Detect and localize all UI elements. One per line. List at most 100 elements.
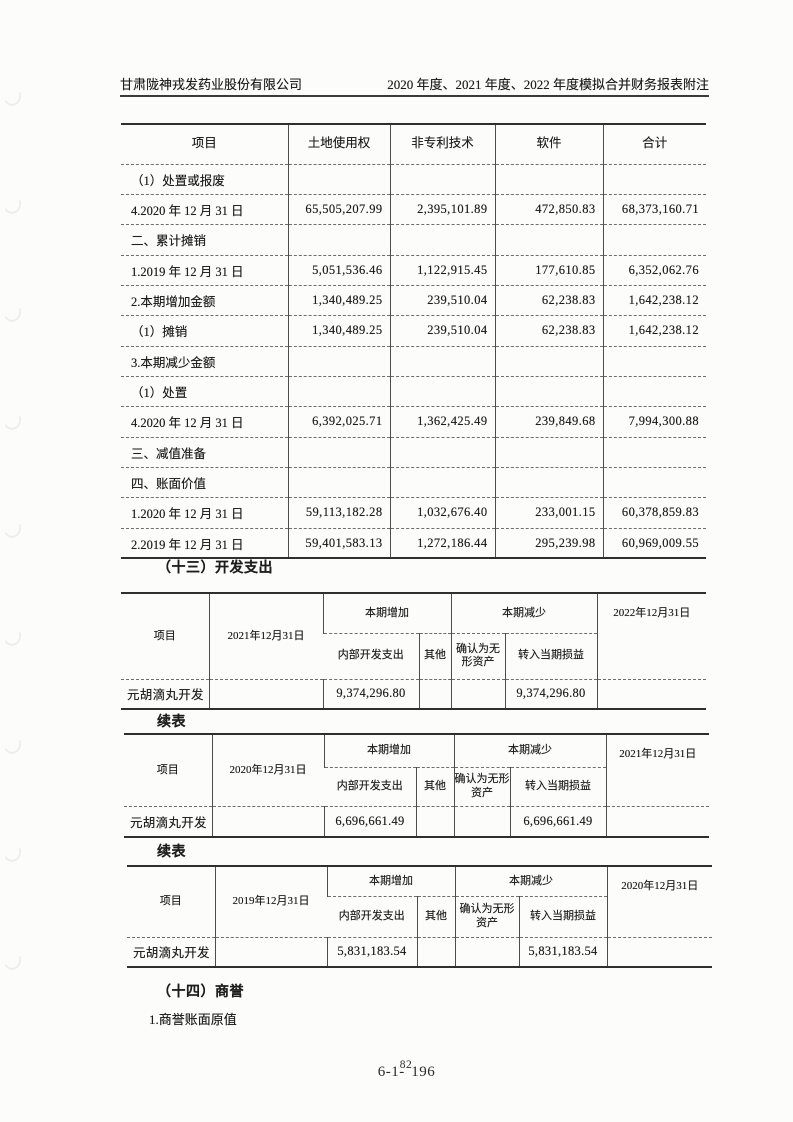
column-subheader-to-pl: 转入当期损益: [504, 633, 597, 680]
row-label: 元胡滴丸开发: [127, 688, 204, 703]
scan-artifact: [1, 300, 24, 325]
cell-value: 5,051,536.46: [287, 255, 390, 286]
goodwill-original-value-note: 1.商誉账面原值: [149, 1012, 237, 1027]
scan-artifact: [1, 624, 24, 649]
header-rule: [120, 95, 709, 97]
cell-value: 6,352,062.76: [602, 255, 706, 286]
cell-value: [287, 437, 390, 468]
cell-value: 2,395,101.89: [389, 194, 495, 226]
cell-value: [494, 437, 603, 468]
row-label: 2.本期增加金额: [121, 285, 288, 317]
cell-value: 1,642,238.12: [602, 315, 706, 347]
cell-value: 239,510.04: [389, 315, 495, 347]
scan-artifact: [1, 516, 24, 541]
scan-artifact: [1, 408, 24, 433]
cell-value: [389, 164, 495, 195]
table-row: 3.本期减少金额: [121, 346, 706, 377]
column-subheader-to-intangible: 确认为无形资产: [453, 767, 510, 807]
page-header: 甘肃陇神戎发药业股份有限公司 2020 年度、2021 年度、2022 年度模拟…: [120, 74, 709, 93]
cell-value: [453, 806, 510, 837]
cell-value: [596, 679, 706, 709]
cell-value: [287, 164, 390, 195]
column-header-increase: 本期增加: [326, 866, 455, 897]
dev-header-row: 项目 2019年12月31日 本期增加 本期减少 2020年12月31日: [127, 866, 712, 938]
cell-value: 6,696,661.49: [509, 806, 606, 837]
column-header: 非专利技术: [389, 124, 495, 165]
cell-value: [287, 467, 390, 499]
column-header-end-date: 2022年12月31日: [596, 593, 706, 680]
section-14-heading: （十四）商誉: [157, 985, 244, 1000]
column-header-end-date: 2021年12月31日: [605, 734, 709, 807]
dev-subheader-row: 内部开发支出 其他 确认为无形资产 转入当期损益: [124, 767, 709, 807]
row-label: 1.2019 年 12 月 31 日: [121, 255, 288, 286]
cell-value: 239,849.68: [494, 406, 603, 438]
cell-value: [494, 164, 603, 195]
cell-value: [602, 346, 706, 377]
cell-value: [211, 806, 324, 837]
cell-value: 1,340,489.25: [287, 315, 390, 347]
row-label: （1）处置或报废: [121, 164, 288, 195]
cell-value: 59,401,583.13: [287, 528, 390, 559]
table-row: 4.2020 年 12 月 31 日 6,392,025.71 1,362,425.…: [121, 406, 706, 438]
cell-value: 6,392,025.71: [287, 406, 390, 438]
cell-value: [415, 806, 454, 837]
cell-value: [602, 224, 706, 256]
cell-value: 1,340,489.25: [287, 285, 390, 317]
development-expenditure-table-2021: 项目 2020年12月31日 本期增加 本期减少 2021年12月31日 内部开发支出 其他…: [124, 733, 709, 838]
table-row: 4.2020 年 12 月 31 日 65,505,207.99 2,395,101…: [121, 194, 706, 226]
column-header-increase: 本期增加: [322, 593, 451, 634]
cell-value: [602, 164, 706, 195]
cell-value: 60,378,859.83: [602, 497, 706, 529]
column-header-begin-date: 2019年12月31日: [214, 866, 327, 938]
page-number-prefix: 6-1-: [377, 1064, 405, 1080]
column-header-begin-date: 2021年12月31日: [208, 593, 323, 680]
column-header-decrease: 本期减少: [450, 593, 597, 634]
cell-value: [494, 467, 603, 499]
table-row: 二、累计摊销: [121, 224, 706, 256]
table-row: （1）处置或报废: [121, 164, 706, 195]
column-subheader-internal: 内部开发支出: [323, 633, 419, 680]
column-header-item: 项目: [121, 593, 209, 680]
section-13-heading: （十三）开发支出: [157, 561, 273, 576]
column-header-decrease: 本期减少: [453, 734, 606, 768]
cell-value: [416, 937, 455, 967]
cell-value: 1,642,238.12: [602, 285, 706, 317]
row-label: 1.2020 年 12 月 31 日: [121, 497, 288, 529]
cell-value: 68,373,160.71: [602, 194, 706, 226]
cell-value: 6,696,661.49: [323, 806, 416, 837]
table-row: （1）处置: [121, 376, 706, 408]
cell-value: [389, 437, 495, 468]
cell-value: 239,510.04: [389, 285, 495, 317]
cell-value: 1,122,915.45: [389, 255, 495, 286]
cell-value: [606, 937, 712, 967]
table-row: 元胡滴丸开发 6,696,661.49 6,696,661.49: [124, 806, 709, 837]
row-label: 2.2019 年 12 月 31 日: [131, 537, 244, 552]
page-number: 6-1-82196: [20, 1059, 793, 1081]
cell-value: 9,374,296.80: [504, 679, 597, 709]
cell-value: [494, 224, 603, 256]
column-subheader-internal: 内部开发支出: [327, 896, 417, 938]
cell-value: [287, 224, 390, 256]
column-subheader-to-pl: 转入当期损益: [518, 896, 607, 938]
table-row: 2.本期增加金额 1,340,489.25 239,510.04 62,238.83 1…: [121, 285, 706, 317]
cell-value: [450, 679, 505, 709]
column-header-increase: 本期增加: [323, 734, 454, 768]
column-subheader-other: 其他: [418, 633, 451, 680]
row-label: 3.本期减少金额: [121, 346, 288, 377]
page-number-suffix: 196: [411, 1064, 436, 1080]
cell-value: [389, 467, 495, 499]
column-subheader-to-intangible: 确认为无形资产: [450, 633, 505, 680]
cell-value: 1,272,186.44: [389, 528, 495, 559]
dev-subheader-row: 内部开发支出 其他 确认为无形资产 转入当期损益: [127, 896, 712, 938]
row-label: 元胡滴丸开发: [130, 815, 207, 830]
cell-value: 62,238.83: [494, 315, 603, 347]
column-subheader-to-pl: 转入当期损益: [509, 767, 606, 807]
table-row: （1）摊销 1,340,489.25 239,510.04 62,238.83 1,64…: [121, 315, 706, 347]
cell-value: 7,994,300.88: [602, 406, 706, 438]
table-row: 四、账面价值: [121, 467, 706, 499]
report-title: 2020 年度、2021 年度、2022 年度模拟合并财务报表附注: [387, 77, 709, 92]
development-expenditure-table-2020: 项目 2019年12月31日 本期增加 本期减少 2020年12月31日 内部开发支出 其他…: [127, 865, 712, 968]
cell-value: 5,831,183.54: [518, 937, 607, 967]
continued-table-label: 续表: [157, 715, 186, 730]
